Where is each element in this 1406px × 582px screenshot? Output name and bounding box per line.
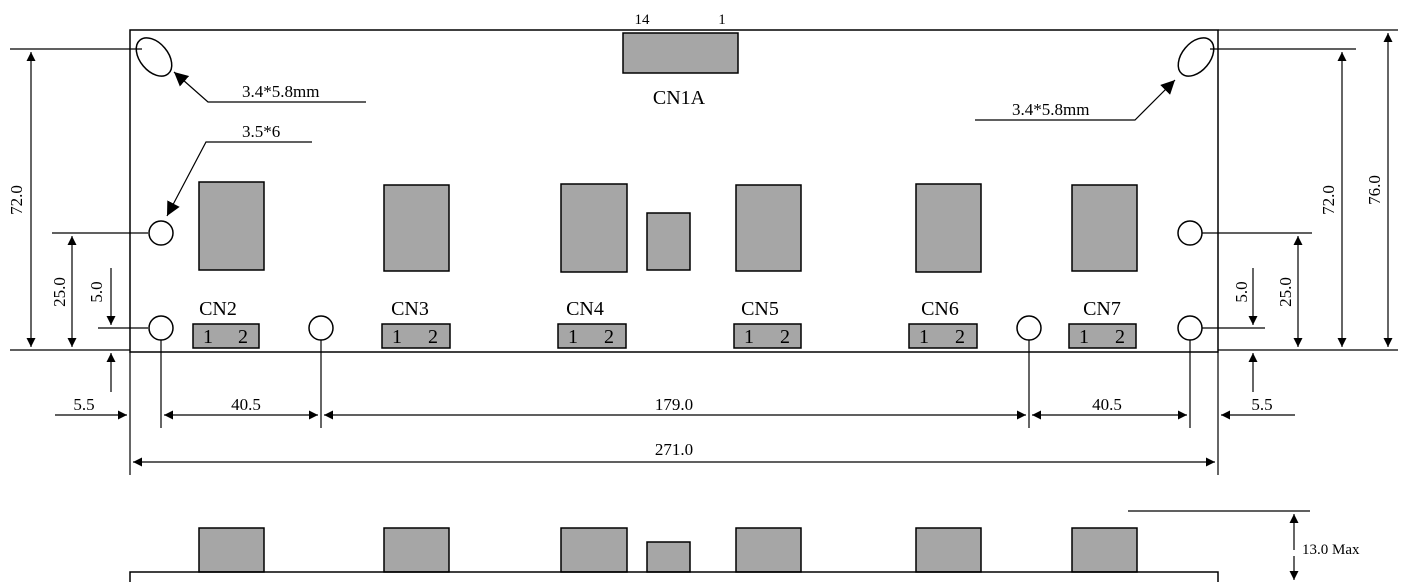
dim-right-margin-label: 5.5 <box>1251 395 1272 414</box>
side-board <box>129 571 1219 582</box>
mount-hole <box>1016 315 1042 341</box>
cn6-pin-1: 1 <box>919 326 929 348</box>
cn1a-pin-14-label: 14 <box>635 12 651 28</box>
dim-right-height-label: 72.0 <box>1319 185 1338 215</box>
cn1a-connector <box>622 32 739 74</box>
mount-hole <box>148 220 174 246</box>
component-block <box>383 184 450 272</box>
side-component-small <box>646 541 691 573</box>
dim-max-height-label: 13.0 Max <box>1302 542 1360 558</box>
cn4-pin-2: 2 <box>604 326 614 348</box>
dim-right-span-label: 40.5 <box>1092 395 1122 414</box>
mount-hole <box>1177 220 1203 246</box>
slot-left-leader <box>173 71 366 103</box>
cn1a-label: CN1A <box>653 87 706 109</box>
cn2-connector <box>192 323 260 349</box>
hole-note: 3.5*6 <box>242 122 280 141</box>
cn7-pin-2: 2 <box>1115 326 1125 348</box>
side-component <box>915 527 982 573</box>
side-component <box>198 527 265 573</box>
slot-right-note: 3.4*5.8mm <box>1012 100 1089 119</box>
cn6-pin-2: 2 <box>955 326 965 348</box>
dim-left-hole-height-label: 25.0 <box>50 277 69 307</box>
side-component <box>383 527 450 573</box>
cn7-label: CN7 <box>1083 298 1121 320</box>
mount-slot-right <box>1177 37 1215 77</box>
dim-right-offset-label: 5.0 <box>1232 281 1251 302</box>
component-block <box>1071 184 1138 272</box>
cn3-label: CN3 <box>391 298 429 320</box>
dim-left-offset-label: 5.0 <box>87 281 106 302</box>
dim-left-height-label: 72.0 <box>7 185 26 215</box>
cn2-pin-1: 1 <box>203 326 213 348</box>
cn4-pin-1: 1 <box>568 326 578 348</box>
mount-hole <box>148 315 174 341</box>
slot-left-note: 3.4*5.8mm <box>242 82 319 101</box>
cn6-label: CN6 <box>921 298 959 320</box>
cn2-pin-2: 2 <box>238 326 248 348</box>
cn1a-pin-1-label: 1 <box>718 12 726 28</box>
cn7-connector <box>1068 323 1137 349</box>
mount-slot-left <box>135 37 173 77</box>
cn7-pin-1: 1 <box>1079 326 1089 348</box>
component-block <box>560 183 628 273</box>
dim-right-hole-height-label: 25.0 <box>1276 277 1295 307</box>
cn5-label: CN5 <box>741 298 779 320</box>
dim-total-width-label: 271.0 <box>655 440 693 459</box>
component-block-small <box>646 212 691 271</box>
cn5-pin-2: 2 <box>780 326 790 348</box>
side-component <box>735 527 802 573</box>
board-outline <box>129 29 1219 353</box>
cn3-pin-1: 1 <box>392 326 402 348</box>
cn4-connector <box>557 323 627 349</box>
cn6-connector <box>908 323 978 349</box>
cn5-connector <box>733 323 802 349</box>
component-block <box>198 181 265 271</box>
dim-left-span-label: 40.5 <box>231 395 261 414</box>
cn5-pin-1: 1 <box>744 326 754 348</box>
mount-hole <box>1177 315 1203 341</box>
component-block <box>735 184 802 272</box>
cn3-pin-2: 2 <box>428 326 438 348</box>
side-component <box>1071 527 1138 573</box>
cn3-connector <box>381 323 451 349</box>
mount-hole <box>308 315 334 341</box>
side-component <box>560 527 628 573</box>
dim-left-margin-label: 5.5 <box>73 395 94 414</box>
cn4-label: CN4 <box>566 298 604 320</box>
dim-middle-span-label: 179.0 <box>655 395 693 414</box>
dim-right-total-height-label: 76.0 <box>1365 175 1384 205</box>
slot-right-leader <box>975 79 1176 121</box>
cn2-label: CN2 <box>199 298 237 320</box>
hole-leader <box>166 141 312 217</box>
component-block <box>915 183 982 273</box>
